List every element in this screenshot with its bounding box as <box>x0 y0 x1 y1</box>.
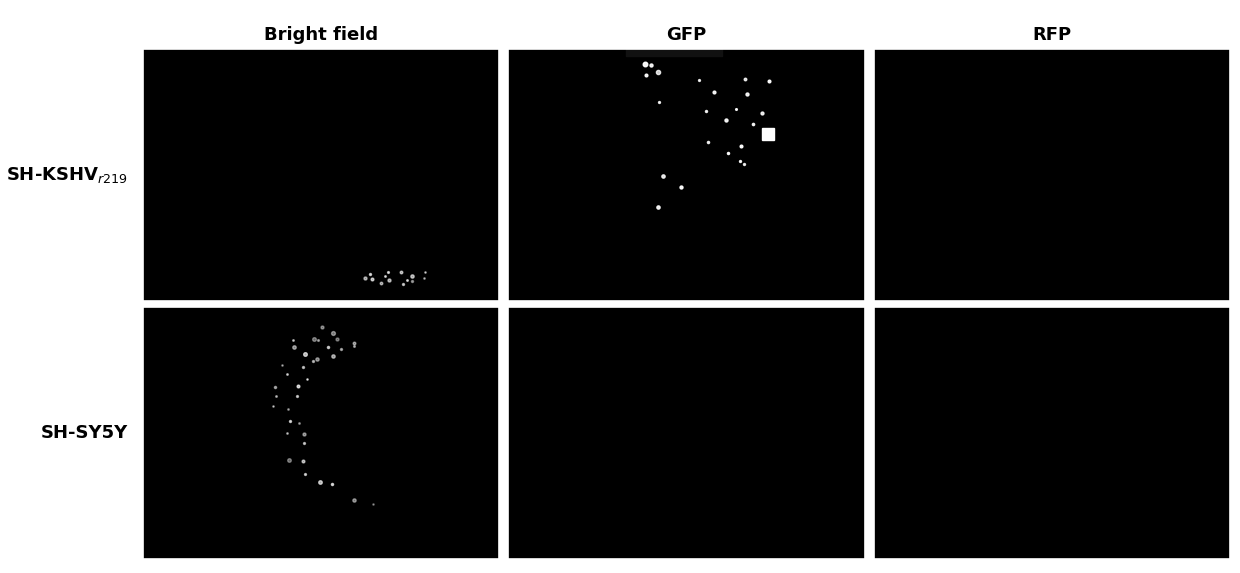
Text: GFP: GFP <box>666 26 707 44</box>
Text: RFP: RFP <box>1032 26 1071 44</box>
Text: SH-SY5Y: SH-SY5Y <box>41 424 128 442</box>
Text: Bright field: Bright field <box>264 26 378 44</box>
Text: SH-KSHV$_{r219}$: SH-KSHV$_{r219}$ <box>6 164 128 185</box>
